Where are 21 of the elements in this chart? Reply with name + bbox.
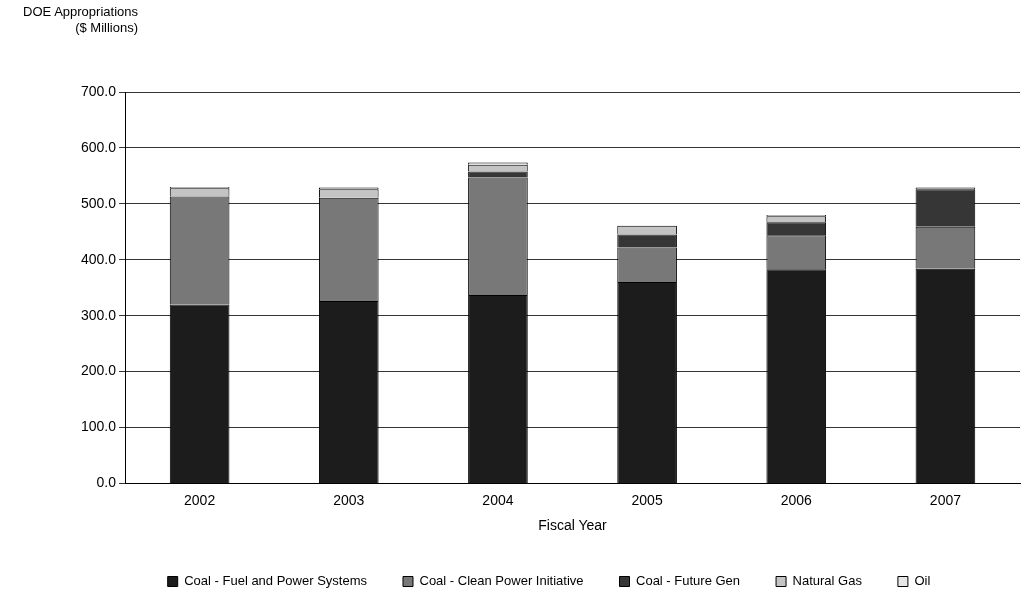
legend-label: Oil	[914, 573, 931, 589]
x-axis-title: Fiscal Year	[538, 517, 608, 534]
legend-label: Natural Gas	[792, 573, 863, 589]
x-tick-label: 2005	[631, 491, 663, 508]
y-tick-label: 300.0	[80, 306, 117, 323]
x-tick-label: 2003	[333, 491, 365, 508]
y-tick-label: 100.0	[80, 418, 117, 435]
legend-label: Coal - Fuel and Power Systems	[184, 573, 368, 589]
y-tick-label: 400.0	[80, 250, 117, 267]
y-tick-label: 0.0	[96, 474, 117, 491]
y-tick-label: 200.0	[80, 362, 117, 379]
y-tick-label: 700.0	[80, 82, 117, 99]
x-tick-label: 2006	[780, 491, 813, 508]
legend-label: Coal - Future Gen	[636, 573, 741, 589]
x-tick-label: 2004	[482, 491, 514, 508]
x-tick-label: 2007	[929, 491, 962, 508]
y-tick-label: 500.0	[80, 194, 117, 211]
y-tick-label: 600.0	[80, 138, 117, 155]
x-tick-label: 2002	[184, 491, 216, 508]
y-axis-title: DOE Appropriations ($ Millions)	[22, 4, 138, 36]
legend-label: Coal - Clean Power Initiative	[419, 573, 584, 589]
